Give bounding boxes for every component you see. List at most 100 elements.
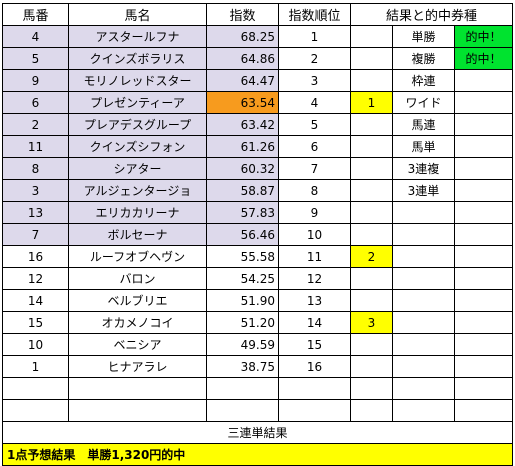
hit-badge-cell [454, 69, 513, 92]
horse-name-cell: クインズボラリス [68, 47, 207, 70]
blank-cell [68, 377, 207, 400]
blank-cell [2, 399, 69, 422]
table-row: 14 ベルブリエ 51.90 13 [2, 289, 513, 312]
horse-number-cell: 4 [2, 25, 69, 48]
prediction-table: 馬番 馬名 指数 指数順位 結果と的中券種 4 アスタールフナ 68.25 1 単勝 的中… [2, 3, 513, 466]
finish-place-cell [350, 113, 393, 136]
finish-place-cell [350, 267, 393, 290]
rank-cell: 7 [278, 157, 351, 180]
horse-name-cell: アスタールフナ [68, 25, 207, 48]
hit-badge-cell [454, 245, 513, 268]
ticket-type-cell: 枠連 [392, 69, 455, 92]
hit-badge-cell [454, 157, 513, 180]
index-cell: 51.90 [206, 289, 279, 312]
rank-cell: 10 [278, 223, 351, 246]
rank-cell: 4 [278, 91, 351, 114]
table-row: 10 ベニシア 49.59 15 [2, 333, 513, 356]
hit-badge-cell [454, 311, 513, 334]
ticket-type-cell: 3連単 [392, 179, 455, 202]
horse-number-cell: 2 [2, 113, 69, 136]
ticket-type-cell [392, 333, 455, 356]
table-row: 9 モリノレッドスター 64.47 3 枠連 [2, 69, 513, 92]
index-cell: 63.54 [206, 91, 279, 114]
horse-name-cell: プレゼンティーア [68, 91, 207, 114]
summary-title: 三連単結果 [2, 421, 513, 444]
hit-badge-cell [454, 289, 513, 312]
finish-place-cell: 1 [350, 91, 393, 114]
horse-name-cell: モリノレッドスター [68, 69, 207, 92]
horse-number-cell: 9 [2, 69, 69, 92]
header-row: 馬番 馬名 指数 指数順位 結果と的中券種 [2, 3, 513, 26]
ticket-type-cell [392, 201, 455, 224]
blank-cell [454, 399, 513, 422]
index-cell: 61.26 [206, 135, 279, 158]
hit-badge-cell: 的中！ [454, 47, 513, 70]
blank-cell [350, 377, 393, 400]
blank-row [2, 399, 513, 422]
horse-number-cell: 1 [2, 355, 69, 378]
hit-badge-cell [454, 135, 513, 158]
index-cell: 55.58 [206, 245, 279, 268]
finish-place-cell [350, 157, 393, 180]
index-cell: 64.47 [206, 69, 279, 92]
rank-cell: 5 [278, 113, 351, 136]
header-index: 指数 [206, 3, 279, 26]
table-row: 8 シアター 60.32 7 3連複 [2, 157, 513, 180]
horse-number-cell: 13 [2, 201, 69, 224]
summary-result-row: 1点予想結果 単勝1,320円的中 [2, 443, 513, 466]
table-row: 13 エリカカリーナ 57.83 9 [2, 201, 513, 224]
rank-cell: 3 [278, 69, 351, 92]
finish-place-cell [350, 355, 393, 378]
ticket-type-cell [392, 311, 455, 334]
finish-place-cell [350, 69, 393, 92]
rank-cell: 9 [278, 201, 351, 224]
blank-cell [278, 377, 351, 400]
index-cell: 49.59 [206, 333, 279, 356]
horse-number-cell: 16 [2, 245, 69, 268]
horse-name-cell: エリカカリーナ [68, 201, 207, 224]
ticket-type-cell [392, 267, 455, 290]
horse-name-cell: ヒナアラレ [68, 355, 207, 378]
horse-name-cell: オカメノコイ [68, 311, 207, 334]
table-row: 15 オカメノコイ 51.20 14 3 [2, 311, 513, 334]
hit-badge-cell: 的中！ [454, 25, 513, 48]
horse-number-cell: 11 [2, 135, 69, 158]
ticket-type-cell: 馬連 [392, 113, 455, 136]
horse-name-cell: ベニシア [68, 333, 207, 356]
finish-place-cell [350, 47, 393, 70]
rank-cell: 1 [278, 25, 351, 48]
finish-place-cell [350, 135, 393, 158]
blank-cell [350, 399, 393, 422]
rank-cell: 13 [278, 289, 351, 312]
ticket-type-cell: 3連複 [392, 157, 455, 180]
horse-name-cell: プレアデスグループ [68, 113, 207, 136]
finish-place-cell: 2 [350, 245, 393, 268]
blank-cell [68, 399, 207, 422]
finish-place-cell: 3 [350, 311, 393, 334]
horse-name-cell: ルーフオブヘヴン [68, 245, 207, 268]
ticket-type-cell [392, 223, 455, 246]
horse-number-cell: 7 [2, 223, 69, 246]
horse-number-cell: 3 [2, 179, 69, 202]
hit-badge-cell [454, 179, 513, 202]
hit-badge-cell [454, 91, 513, 114]
table-row: 3 アルジェンタージョ 58.87 8 3連単 [2, 179, 513, 202]
blank-row [2, 377, 513, 400]
index-cell: 54.25 [206, 267, 279, 290]
ticket-type-cell [392, 355, 455, 378]
index-cell: 68.25 [206, 25, 279, 48]
index-cell: 63.42 [206, 113, 279, 136]
finish-place-cell [350, 179, 393, 202]
index-cell: 64.86 [206, 47, 279, 70]
rank-cell: 6 [278, 135, 351, 158]
hit-badge-cell [454, 333, 513, 356]
header-number: 馬番 [2, 3, 69, 26]
ticket-type-cell: 馬単 [392, 135, 455, 158]
summary-result: 1点予想結果 単勝1,320円的中 [2, 443, 513, 466]
rank-cell: 14 [278, 311, 351, 334]
finish-place-cell [350, 289, 393, 312]
table-row: 2 プレアデスグループ 63.42 5 馬連 [2, 113, 513, 136]
ticket-type-cell: ワイド [392, 91, 455, 114]
table-row: 1 ヒナアラレ 38.75 16 [2, 355, 513, 378]
header-name: 馬名 [68, 3, 207, 26]
